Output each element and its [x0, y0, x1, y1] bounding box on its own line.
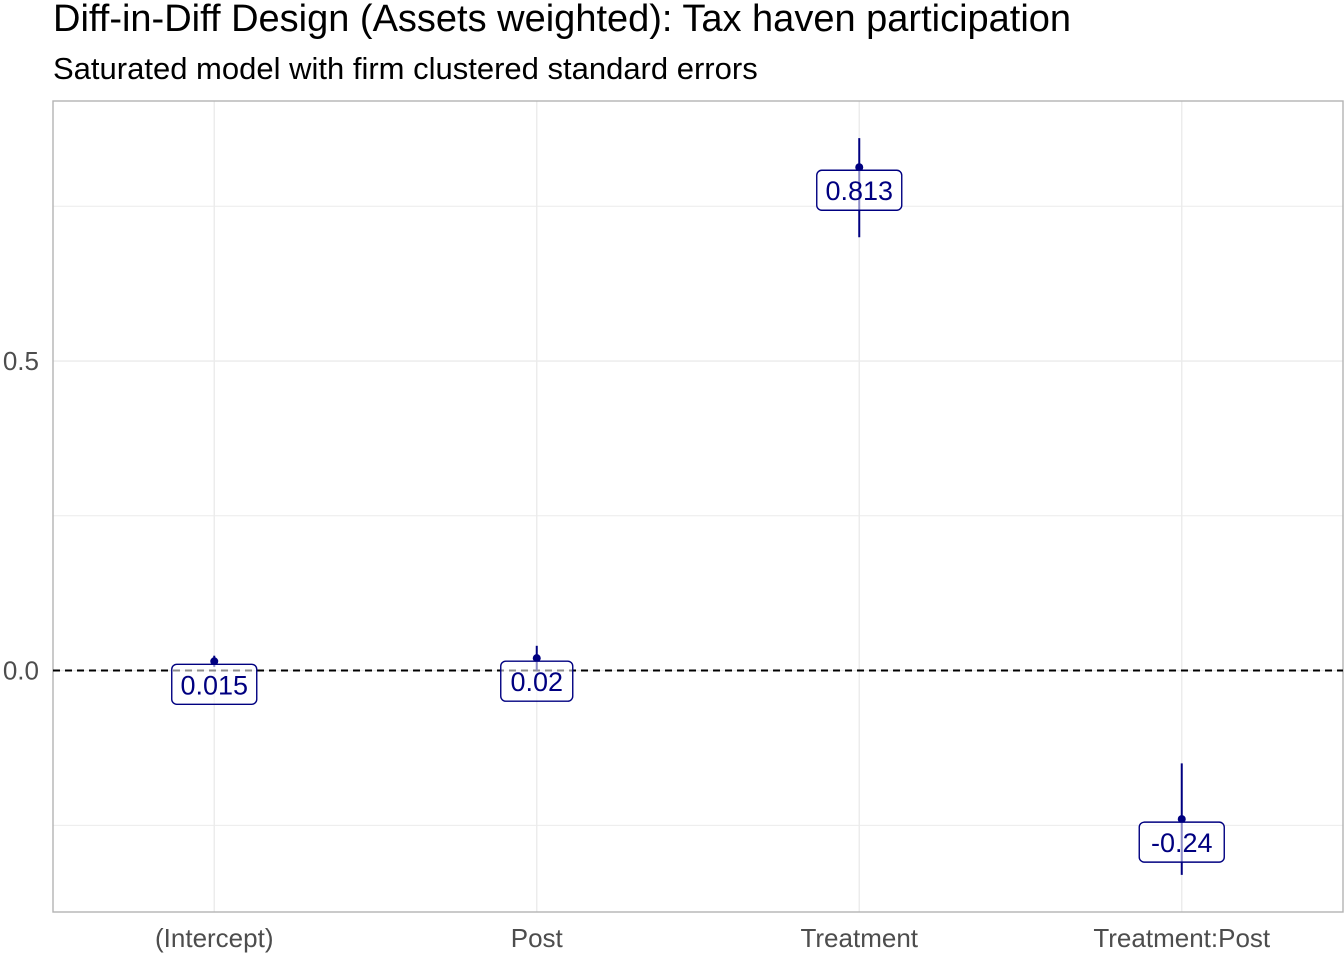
chart-title: Diff-in-Diff Design (Assets weighted): T…: [53, 0, 1071, 40]
data-label: 0.015: [180, 670, 248, 700]
point-estimate: [855, 163, 864, 172]
x-tick-label: Treatment: [800, 923, 918, 953]
x-tick-label: Treatment:Post: [1093, 923, 1271, 953]
y-tick-label: 0.5: [3, 346, 39, 376]
point-estimate: [1177, 815, 1186, 824]
x-tick-label: Post: [511, 923, 564, 953]
y-tick-label: 0.0: [3, 656, 39, 686]
plot-panel: 0.0 0.5 (Intercept) Post Treatment Treatment:…: [3, 100, 1344, 953]
data-label-box: [500, 660, 574, 702]
panel-border: [52, 100, 1344, 913]
chart-subtitle: Saturated model with firm clustered stan…: [53, 51, 758, 86]
data-label: -0.24: [1151, 828, 1213, 858]
data-label-box: [816, 169, 903, 211]
data-label: 0.02: [510, 667, 563, 697]
x-tick-label: (Intercept): [155, 923, 274, 953]
data-label-box: [171, 663, 258, 705]
data-label: 0.813: [825, 176, 893, 206]
point-estimate: [532, 654, 541, 663]
point-estimate: [210, 657, 219, 666]
data-label-box: [1138, 821, 1225, 863]
